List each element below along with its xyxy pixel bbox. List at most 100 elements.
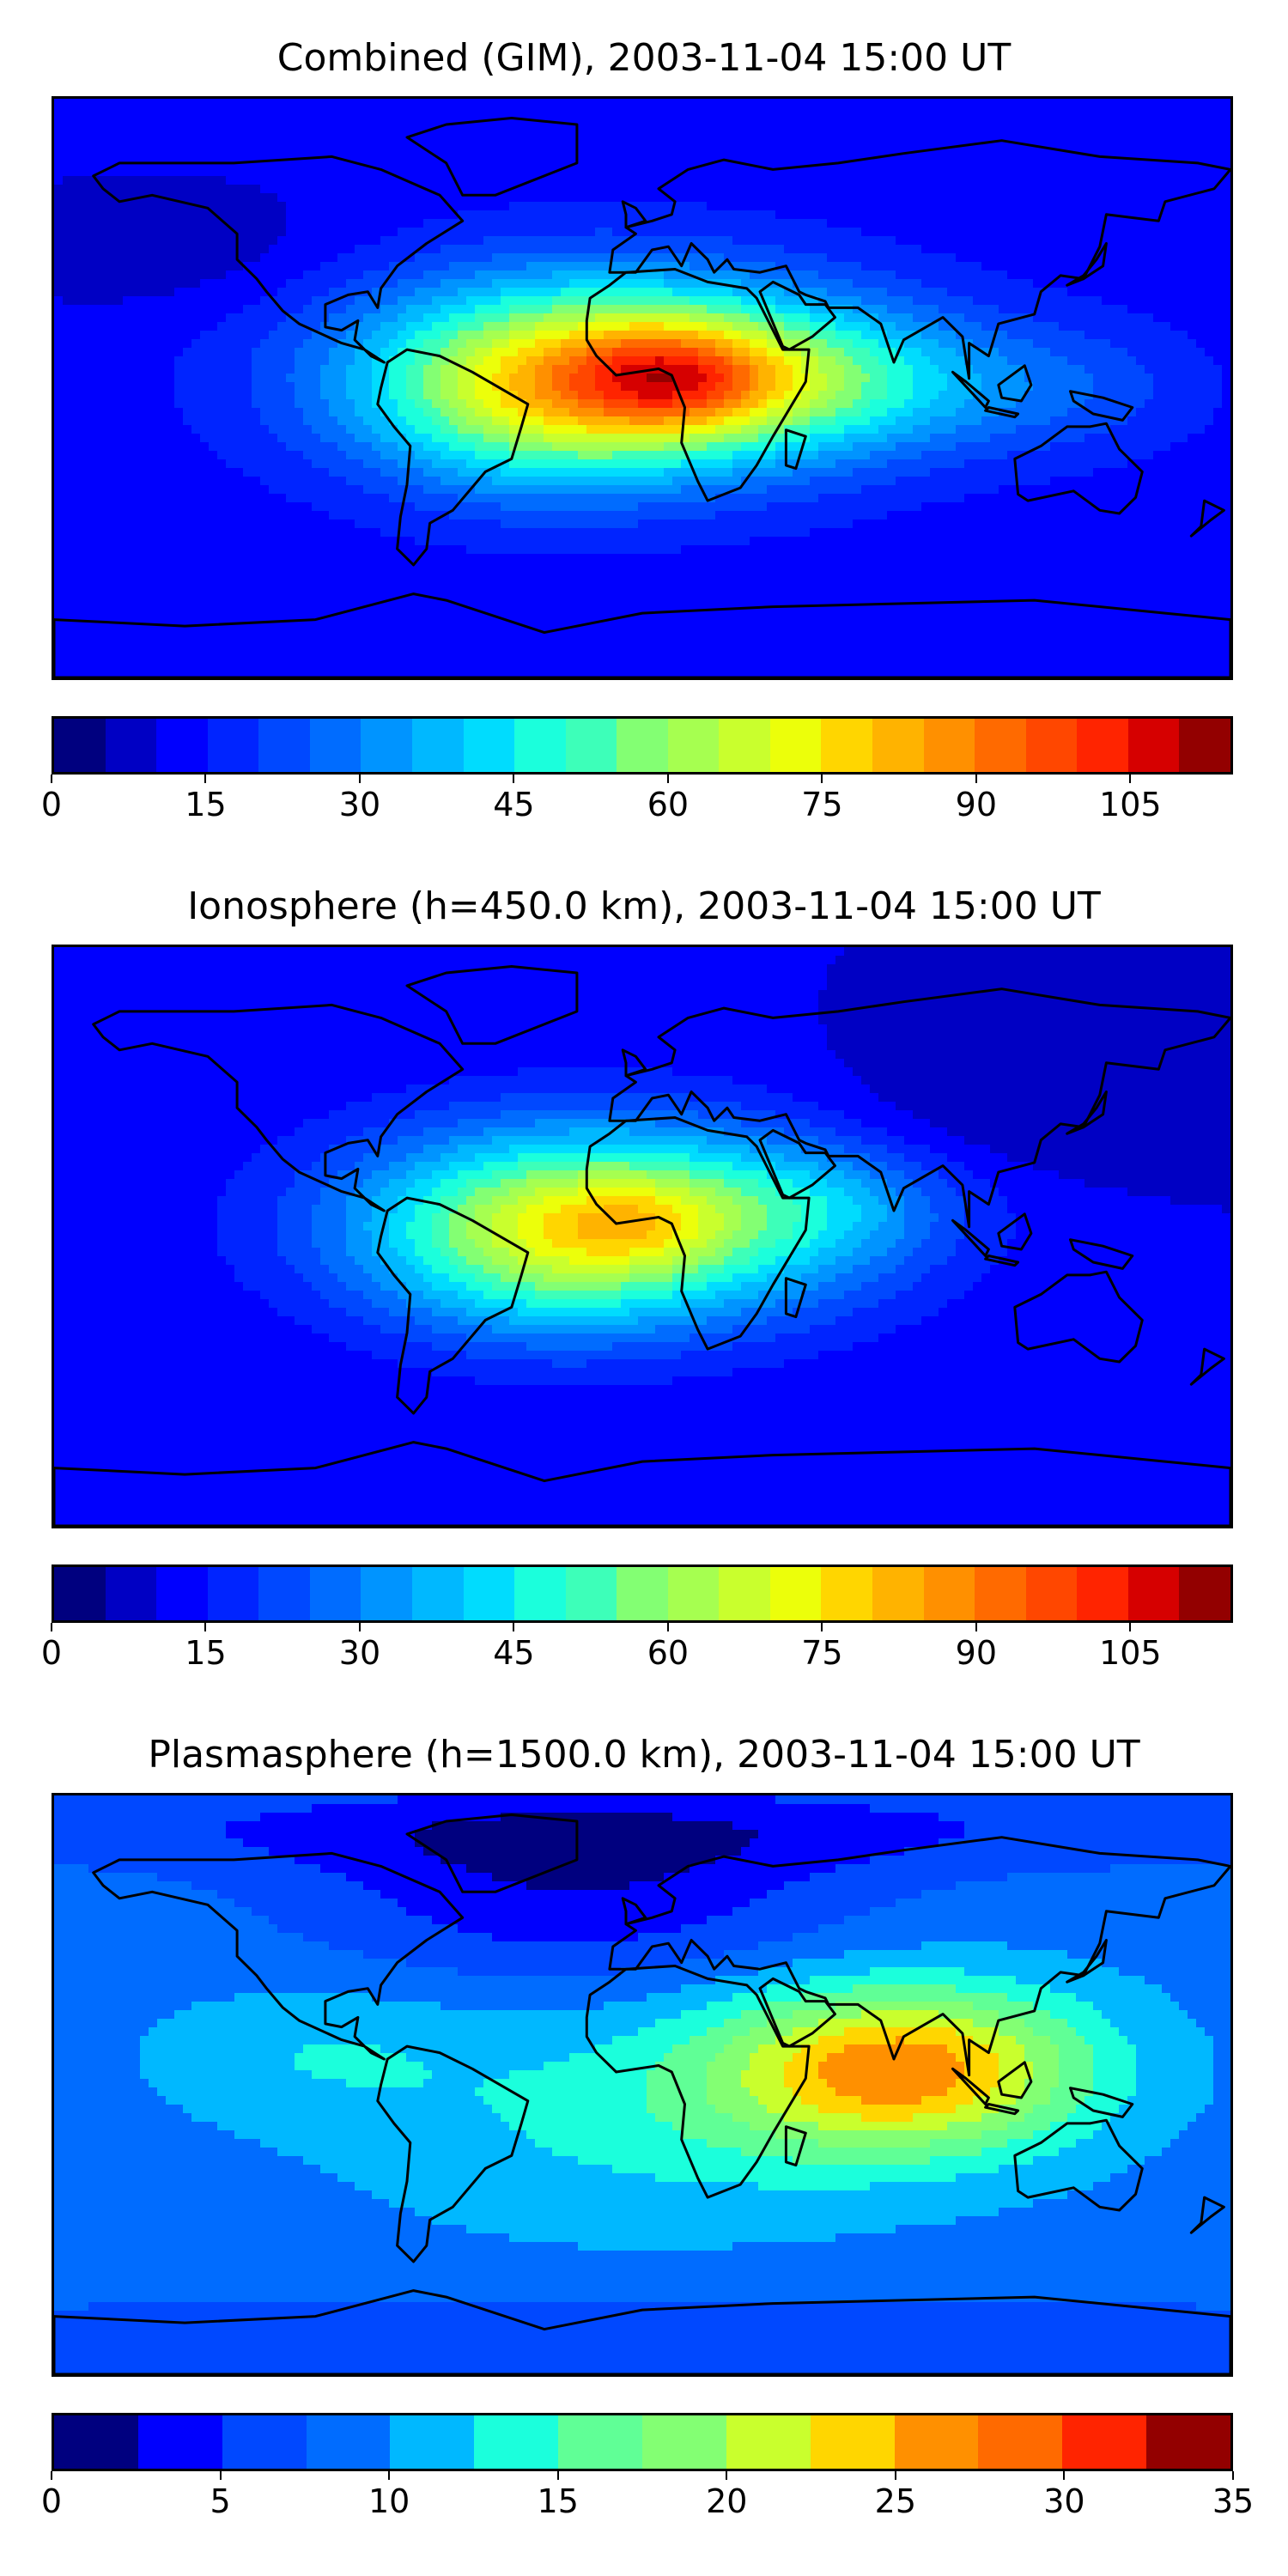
contour-cell [681, 245, 690, 254]
contour-cell [818, 236, 828, 246]
contour-cell [973, 159, 982, 168]
contour-cell [861, 270, 871, 280]
contour-cell [458, 313, 467, 323]
contour-cell [320, 185, 330, 194]
contour-cell [1050, 262, 1060, 271]
contour-cell [509, 339, 519, 349]
contour-cell [157, 374, 167, 383]
contour-cell [234, 322, 244, 331]
contour-cell [1170, 374, 1180, 383]
contour-cell [312, 202, 321, 211]
contour-cell [844, 331, 854, 340]
contour-cell [732, 99, 742, 108]
contour-cell [252, 219, 261, 228]
contour-cell [432, 142, 441, 151]
contour-cell [647, 322, 656, 331]
contour-cell [1059, 382, 1068, 392]
contour-cell [423, 116, 433, 125]
contour-cell [1162, 279, 1171, 289]
contour-cell [1196, 288, 1206, 297]
contour-cell [1093, 356, 1103, 366]
contour-cell [389, 176, 398, 185]
contour-cell [226, 176, 235, 185]
contour-cell [1127, 142, 1137, 151]
contour-cell [389, 331, 398, 340]
contour-cell [655, 270, 665, 280]
contour-cell [63, 399, 72, 409]
contour-cell [80, 296, 89, 306]
contour-cell [440, 391, 450, 400]
contour-cell [973, 219, 982, 228]
contour-cell [466, 408, 476, 417]
contour-cell [355, 374, 364, 383]
contour-cell [853, 150, 862, 160]
contour-cell [647, 279, 656, 289]
contour-cell [655, 305, 665, 314]
contour-cell [1076, 185, 1085, 194]
contour-cell [1059, 150, 1068, 160]
contour-cell [1102, 270, 1111, 280]
contour-cell [269, 313, 278, 323]
contour-cell [1153, 305, 1163, 314]
contour-cell [1213, 288, 1223, 297]
contour-cell [458, 339, 467, 349]
contour-cell [501, 374, 510, 383]
contour-cell [715, 150, 725, 160]
contour-cell [544, 339, 553, 349]
contour-cell [372, 322, 381, 331]
contour-cell [200, 408, 210, 417]
contour-cell [775, 253, 785, 263]
contour-cell [921, 125, 931, 134]
contour-cell [295, 125, 304, 134]
contour-cell [432, 107, 441, 117]
contour-cell [947, 150, 957, 160]
contour-cell [698, 99, 708, 108]
contour-cell [234, 313, 244, 323]
contour-cell [329, 408, 338, 417]
contour-cell [775, 99, 785, 108]
contour-cell [1179, 210, 1188, 220]
contour-cell [260, 99, 270, 108]
contour-cell [432, 399, 441, 409]
contour-cell [1213, 399, 1223, 409]
contour-cell [303, 391, 313, 400]
contour-cell [732, 356, 742, 366]
contour-cell [1102, 150, 1111, 160]
contour-cell [586, 391, 596, 400]
contour-cell [981, 296, 991, 306]
contour-cell [741, 331, 750, 340]
contour-cell [415, 279, 424, 289]
contour-cell [1153, 322, 1163, 331]
contour-cell [140, 305, 149, 314]
contour-cell [930, 288, 939, 297]
contour-cell [1059, 193, 1068, 203]
contour-cell [586, 125, 596, 134]
contour-cell [483, 408, 493, 417]
contour-cell [655, 219, 665, 228]
contour-cell [569, 245, 579, 254]
contour-cell [200, 288, 210, 297]
contour-cell [355, 262, 364, 271]
contour-cell [758, 133, 768, 143]
contour-cell [97, 228, 106, 237]
contour-cell [999, 391, 1008, 400]
contour-cell [518, 193, 527, 203]
contour-cell [260, 159, 270, 168]
contour-cell [492, 167, 501, 177]
contour-cell [793, 305, 802, 314]
contour-cell [896, 236, 905, 246]
contour-cell [569, 322, 579, 331]
contour-cell [561, 288, 570, 297]
contour-cell [827, 99, 836, 108]
contour-cell [440, 125, 450, 134]
contour-cell [552, 150, 562, 160]
contour-cell [896, 219, 905, 228]
contour-cell [518, 322, 527, 331]
contour-cell [758, 382, 768, 392]
contour-cell [1188, 348, 1197, 357]
contour-cell [578, 236, 587, 246]
contour-cell [801, 313, 811, 323]
contour-cell [638, 374, 647, 383]
contour-cell [415, 382, 424, 392]
contour-cell [114, 399, 124, 409]
